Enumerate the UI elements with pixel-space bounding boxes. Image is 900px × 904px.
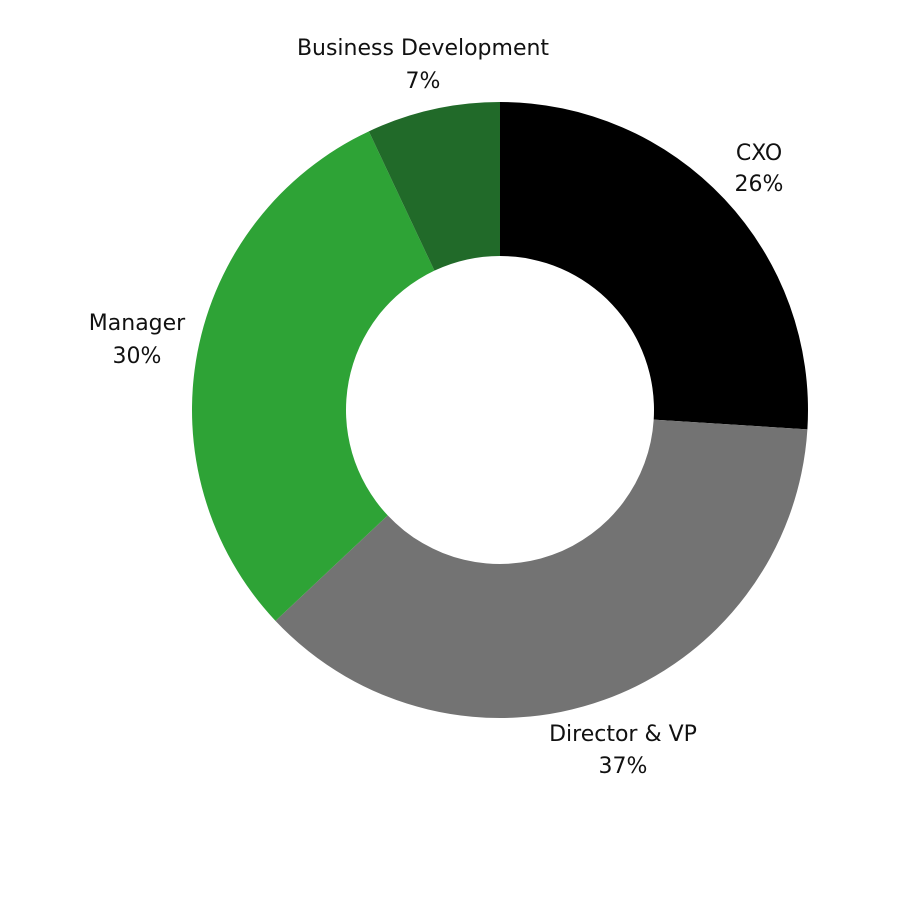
slice-label-business-development: Business Development [297,36,549,61]
slice-value-cxo: 26% [735,172,784,197]
slice-value-manager: 30% [113,344,162,369]
slice-label-director-and-vp: Director & VP [549,722,697,747]
slice-value-director-and-vp: 37% [599,754,648,779]
slice-value-business-development: 7% [406,69,441,94]
slices-layer [191,102,808,718]
slice-manager [191,131,435,621]
slice-business-development [368,102,500,271]
slice-director-and-vp [275,419,808,718]
slice-cxo [500,102,808,430]
labels-layer: CXO 26% Director & VP 37% Manager 30% Business… [89,36,784,779]
slice-label-cxo: CXO [736,141,782,166]
slice-label-manager: Manager [89,311,186,336]
